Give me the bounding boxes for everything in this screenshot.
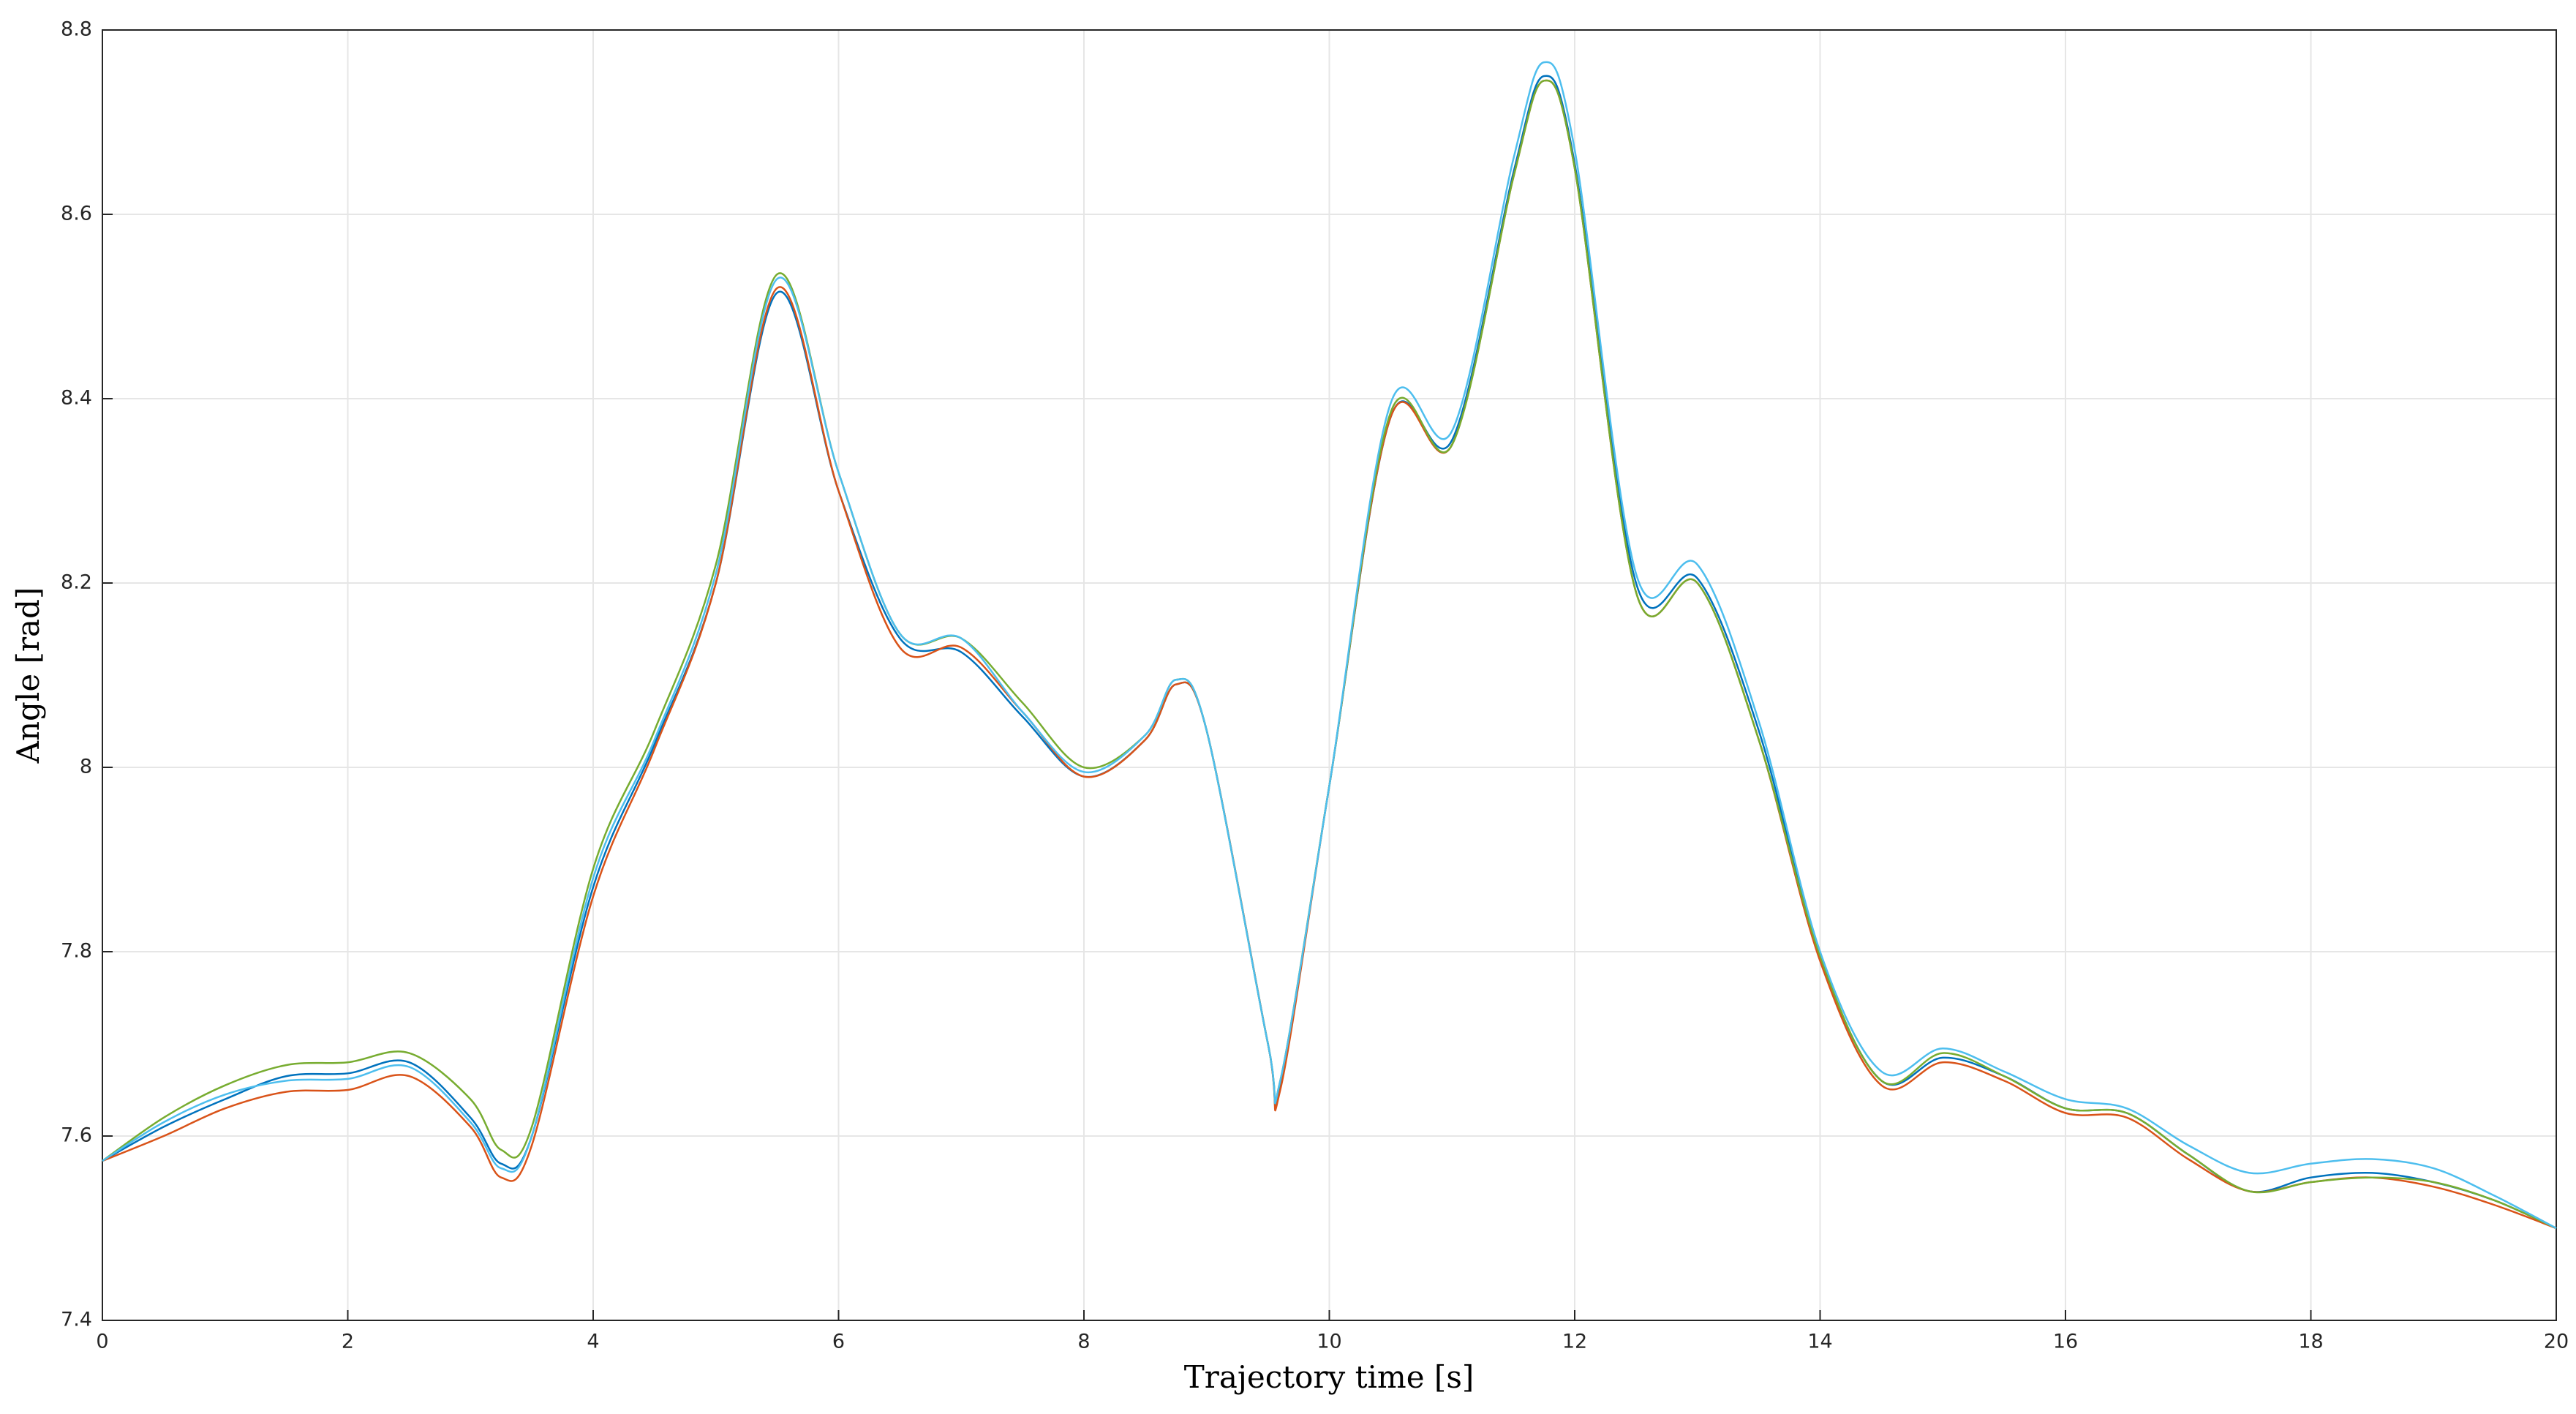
x-tick-label: 20 (2544, 1331, 2569, 1353)
x-axis-label: Trajectory time [s] (1184, 1359, 1475, 1395)
series-line (102, 79, 2557, 1230)
y-tick-label: 7.8 (61, 940, 92, 963)
series-line (102, 61, 2557, 1230)
y-tick-label: 8.8 (61, 18, 92, 41)
x-tick-label: 0 (96, 1331, 108, 1353)
y-tick-label: 7.6 (61, 1124, 92, 1147)
y-tick-label: 8 (80, 756, 92, 778)
plot-frame (102, 29, 2557, 1321)
x-tick-label: 12 (1562, 1331, 1587, 1353)
x-tick-label: 4 (587, 1331, 599, 1353)
x-tick-label: 14 (1807, 1331, 1832, 1353)
y-tick-label: 8.2 (61, 571, 92, 594)
x-tick-label: 18 (2298, 1331, 2323, 1353)
x-tick-label: 6 (832, 1331, 845, 1353)
x-tick-label: 16 (2053, 1331, 2078, 1353)
y-axis-label: Angle [rad] (10, 587, 46, 764)
x-tick-label: 8 (1077, 1331, 1090, 1353)
x-tick-label: 2 (342, 1331, 354, 1353)
y-tick-label: 8.6 (61, 203, 92, 225)
y-tick-label: 8.4 (61, 387, 92, 410)
y-tick-label: 7.4 (61, 1309, 92, 1331)
x-tick-label: 10 (1317, 1331, 1341, 1353)
